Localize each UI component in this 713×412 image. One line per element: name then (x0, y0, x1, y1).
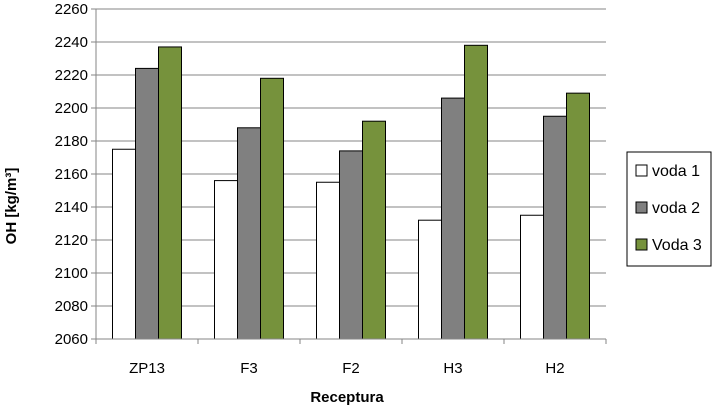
legend-swatch (635, 238, 648, 251)
bar-voda-1-f2 (316, 181, 340, 340)
legend-swatch (635, 201, 648, 214)
legend-label: voda 1 (652, 163, 700, 180)
bar-voda-1-f3 (214, 180, 238, 340)
y-tick-label: 2200 (55, 100, 88, 117)
bar-voda-2-zp13 (135, 67, 159, 340)
y-axis-title: OH [kg/m³] (3, 168, 20, 245)
x-tick-label: H2 (545, 360, 564, 377)
legend-swatch (635, 164, 648, 177)
x-tick-label: F3 (240, 360, 258, 377)
y-tick-label: 2100 (55, 265, 88, 282)
x-tick-label: H3 (443, 360, 462, 377)
x-tick-labels: ZP13 F3 F2 H3 H2 (95, 339, 607, 377)
y-tick-label: 2240 (55, 34, 88, 51)
y-tick-label: 2180 (55, 133, 88, 150)
y-tick-labels: 2060 2080 2100 2120 2140 2160 2180 2200 2220 2240… (55, 1, 96, 348)
y-tick-label: 2220 (55, 67, 88, 84)
legend-label: Voda 3 (652, 237, 702, 254)
bar-voda-1-h2 (520, 214, 544, 340)
bar-voda-3-f2 (362, 120, 386, 340)
y-tick-label: 2160 (55, 166, 88, 183)
bar-voda-1-zp13 (112, 148, 136, 340)
x-tick-label: ZP13 (129, 360, 165, 377)
bar-voda-2-h2 (543, 115, 567, 340)
bar-voda-3-zp13 (158, 46, 182, 340)
x-axis-title: Receptura (310, 389, 384, 406)
bar-voda-3-h3 (464, 44, 488, 340)
bar-voda-3-h2 (566, 92, 590, 340)
y-tick-label: 2120 (55, 232, 88, 249)
bar-voda-3-f3 (260, 77, 284, 340)
bar-voda-1-h3 (418, 219, 442, 340)
legend-label: voda 2 (652, 200, 700, 217)
y-tick-label: 2260 (55, 1, 88, 18)
bar-voda-2-h3 (441, 97, 465, 340)
x-tick-label: F2 (342, 360, 360, 377)
bar-voda-2-f3 (237, 127, 261, 340)
y-tick-label: 2060 (55, 331, 88, 348)
legend: voda 1 voda 2 Voda 3 (626, 151, 712, 267)
y-tick-label: 2140 (55, 199, 88, 216)
bars (112, 44, 590, 340)
bar-voda-2-f2 (339, 150, 363, 340)
y-tick-label: 2080 (55, 298, 88, 315)
